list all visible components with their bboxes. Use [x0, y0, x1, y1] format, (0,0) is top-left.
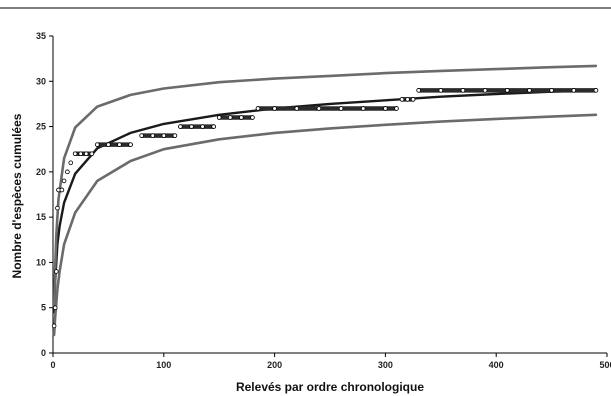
observed-point: [338, 106, 344, 111]
observed-point: [200, 124, 205, 129]
observed-point: [394, 106, 399, 111]
observed-point: [527, 88, 532, 93]
observed-point: [460, 88, 466, 93]
observed-point: [211, 124, 216, 129]
observed-point: [89, 151, 95, 157]
y-axis-title: Nombre d'espèces cumulées: [10, 113, 24, 278]
curve-lower: [52, 113, 598, 337]
observed-point: [52, 305, 58, 311]
observed-point: [54, 269, 59, 274]
y-tick-label: 15: [36, 212, 46, 222]
curve-fit: [52, 89, 598, 314]
plot-area: 0 5 10 15 20 25 30 35 0 100 200 300 400 500: [36, 31, 611, 370]
y-tick-label: 10: [36, 257, 46, 267]
observed-point: [55, 205, 60, 211]
observed-point: [593, 88, 599, 93]
observed-point: [106, 142, 111, 147]
observed-point: [399, 97, 405, 102]
observed-point: [65, 169, 70, 175]
x-tick-label: 400: [489, 360, 504, 370]
observed-point: [51, 323, 57, 329]
observed-point: [294, 106, 300, 111]
y-tick-label: 20: [36, 167, 46, 177]
curve-upper: [52, 64, 598, 309]
observed-point: [405, 97, 410, 102]
observed-point: [95, 142, 100, 147]
observed-point: [482, 88, 488, 93]
observed-point: [189, 124, 194, 129]
y-tick-label: 25: [36, 122, 46, 132]
observed-point: [410, 97, 416, 102]
observed-point: [128, 142, 133, 147]
observed-point: [150, 133, 156, 138]
observed-point: [83, 151, 89, 157]
observed-point: [68, 160, 74, 166]
y-tick-label: 35: [36, 31, 46, 41]
observed-point: [178, 124, 183, 129]
y-tick-label: 0: [41, 348, 46, 358]
x-tick-label: 300: [378, 360, 393, 370]
y-tick-label: 5: [41, 303, 46, 313]
observed-point: [59, 187, 65, 193]
x-tick-label: 100: [156, 360, 171, 370]
y-tick-label: 30: [36, 76, 46, 86]
observed-point: [117, 142, 122, 147]
observed-point: [227, 115, 233, 120]
observed-point: [216, 115, 222, 120]
x-tick-label: 0: [50, 360, 55, 370]
observed-point: [504, 88, 510, 93]
observed-point: [139, 133, 144, 138]
observed-point: [239, 115, 244, 120]
x-axis-title: Relevés par ordre chronologique: [236, 380, 424, 394]
observed-point: [549, 88, 554, 93]
observed-point: [255, 106, 261, 111]
observed-point: [416, 88, 421, 93]
observed-point: [172, 133, 178, 138]
observed-point: [78, 151, 83, 157]
x-tick-label: 500: [599, 360, 611, 370]
observed-point: [250, 115, 255, 120]
x-tick-label: 200: [267, 360, 282, 370]
observed-point: [272, 106, 277, 111]
observed-point: [161, 133, 167, 138]
observed-point: [438, 88, 444, 93]
observed-point: [61, 178, 67, 184]
observed-point: [383, 106, 388, 111]
observed-point: [360, 106, 366, 111]
observed-point: [571, 88, 577, 93]
observed-point: [316, 106, 322, 111]
observed-point: [72, 151, 78, 157]
